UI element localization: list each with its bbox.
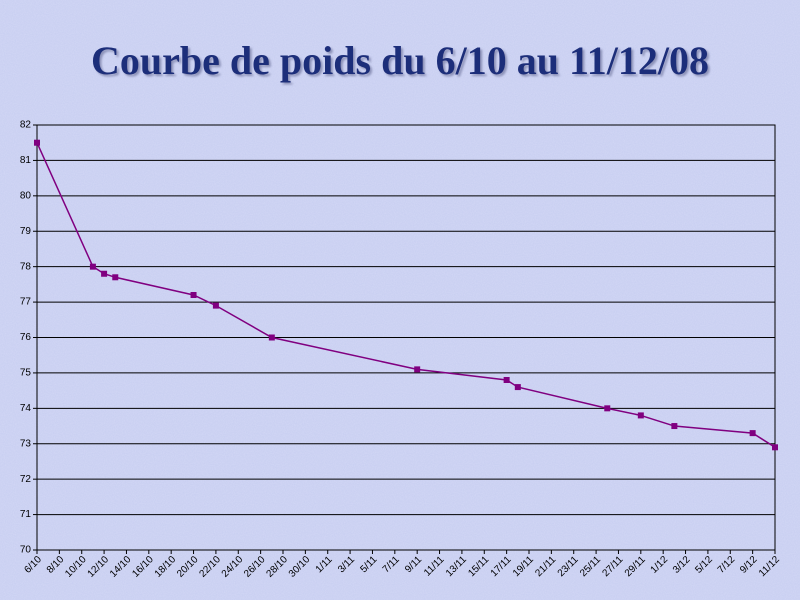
chart-title: Courbe de poids du 6/10 au 11/12/08 (91, 38, 709, 83)
data-point (671, 423, 678, 430)
y-tick-label: 81 (20, 155, 32, 166)
data-point (749, 430, 756, 437)
y-tick-label: 71 (20, 509, 32, 520)
y-tick-label: 76 (20, 332, 32, 343)
y-tick-label: 79 (20, 226, 32, 237)
data-point (34, 139, 40, 146)
data-point (190, 292, 197, 298)
y-tick-label: 70 (20, 545, 32, 556)
data-point (268, 334, 275, 341)
y-tick-label: 80 (20, 190, 32, 201)
y-tick-label: 82 (20, 120, 32, 131)
y-tick-label: 72 (20, 474, 32, 485)
data-point (89, 263, 96, 270)
y-tick-label: 73 (20, 438, 32, 449)
data-point (212, 302, 219, 309)
y-tick-label: 78 (20, 261, 32, 272)
data-point (772, 444, 778, 451)
y-tick-label: 77 (20, 297, 32, 308)
data-point (503, 377, 510, 383)
data-point (101, 270, 108, 277)
y-tick-label: 74 (20, 403, 32, 414)
data-point (637, 412, 644, 419)
data-point (514, 384, 521, 391)
data-point (604, 405, 611, 412)
y-tick-label: 75 (20, 368, 32, 379)
data-point (112, 274, 119, 281)
data-point (414, 366, 421, 373)
